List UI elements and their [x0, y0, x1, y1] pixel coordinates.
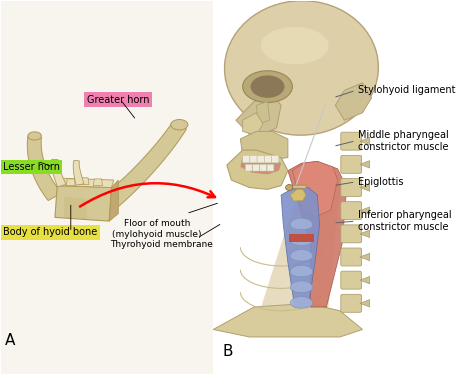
FancyBboxPatch shape — [250, 155, 257, 163]
FancyBboxPatch shape — [264, 155, 272, 163]
Polygon shape — [240, 156, 281, 174]
Polygon shape — [73, 160, 84, 185]
Bar — [0, 1, 213, 374]
Polygon shape — [64, 197, 87, 219]
Polygon shape — [360, 253, 370, 261]
Polygon shape — [213, 303, 363, 337]
Polygon shape — [236, 94, 281, 139]
Polygon shape — [360, 300, 370, 307]
Ellipse shape — [243, 71, 292, 102]
Circle shape — [286, 184, 293, 190]
FancyBboxPatch shape — [272, 155, 279, 163]
FancyBboxPatch shape — [243, 155, 250, 163]
FancyBboxPatch shape — [341, 178, 362, 196]
Polygon shape — [57, 178, 114, 188]
Polygon shape — [290, 189, 306, 201]
FancyBboxPatch shape — [341, 225, 362, 243]
Text: Body of hyoid bone: Body of hyoid bone — [3, 227, 97, 237]
FancyBboxPatch shape — [341, 294, 362, 312]
Polygon shape — [227, 150, 288, 189]
FancyBboxPatch shape — [253, 164, 259, 171]
Text: Lesser horn: Lesser horn — [3, 162, 60, 172]
Polygon shape — [281, 188, 319, 307]
Polygon shape — [290, 265, 313, 277]
Polygon shape — [360, 230, 370, 238]
Polygon shape — [52, 159, 66, 187]
FancyBboxPatch shape — [341, 248, 362, 266]
Polygon shape — [290, 218, 313, 230]
FancyBboxPatch shape — [267, 164, 274, 171]
Polygon shape — [290, 281, 313, 292]
Ellipse shape — [28, 132, 41, 140]
Polygon shape — [66, 179, 75, 186]
Ellipse shape — [261, 27, 328, 64]
FancyBboxPatch shape — [341, 155, 362, 173]
Polygon shape — [27, 136, 62, 201]
Polygon shape — [360, 276, 370, 284]
Text: Thyrohyoid membrane: Thyrohyoid membrane — [110, 240, 213, 249]
FancyBboxPatch shape — [246, 164, 252, 171]
Polygon shape — [360, 160, 370, 168]
Polygon shape — [104, 123, 186, 206]
FancyBboxPatch shape — [341, 271, 362, 289]
Ellipse shape — [251, 75, 284, 98]
Ellipse shape — [225, 1, 378, 135]
Polygon shape — [360, 137, 370, 145]
FancyBboxPatch shape — [257, 155, 264, 163]
FancyBboxPatch shape — [341, 132, 362, 150]
Polygon shape — [288, 185, 306, 188]
Text: Stylohyoid ligament: Stylohyoid ligament — [358, 86, 456, 95]
Polygon shape — [93, 179, 102, 186]
Polygon shape — [243, 113, 263, 135]
Text: B: B — [222, 344, 233, 359]
Text: Epiglottis: Epiglottis — [358, 177, 403, 187]
Polygon shape — [360, 207, 370, 214]
Polygon shape — [360, 184, 370, 191]
Polygon shape — [256, 102, 270, 124]
Text: Middle pharyngeal
constrictor muscle: Middle pharyngeal constrictor muscle — [358, 130, 449, 152]
Polygon shape — [289, 234, 314, 242]
Text: Inferior pharyngeal
constrictor muscle: Inferior pharyngeal constrictor muscle — [358, 210, 452, 232]
Text: A: A — [5, 333, 16, 348]
Text: Greater horn: Greater horn — [87, 95, 149, 105]
Polygon shape — [80, 178, 89, 184]
FancyBboxPatch shape — [341, 202, 362, 220]
Polygon shape — [290, 234, 313, 245]
Polygon shape — [240, 132, 288, 159]
Text: Floor of mouth
(mylohyoid muscle): Floor of mouth (mylohyoid muscle) — [112, 219, 201, 239]
FancyBboxPatch shape — [260, 164, 266, 171]
Polygon shape — [290, 249, 313, 261]
Polygon shape — [290, 297, 313, 308]
Polygon shape — [227, 169, 340, 337]
Polygon shape — [55, 186, 111, 221]
Polygon shape — [288, 161, 346, 307]
Polygon shape — [336, 83, 372, 120]
Ellipse shape — [171, 120, 188, 130]
Polygon shape — [292, 161, 337, 218]
Polygon shape — [109, 180, 118, 221]
